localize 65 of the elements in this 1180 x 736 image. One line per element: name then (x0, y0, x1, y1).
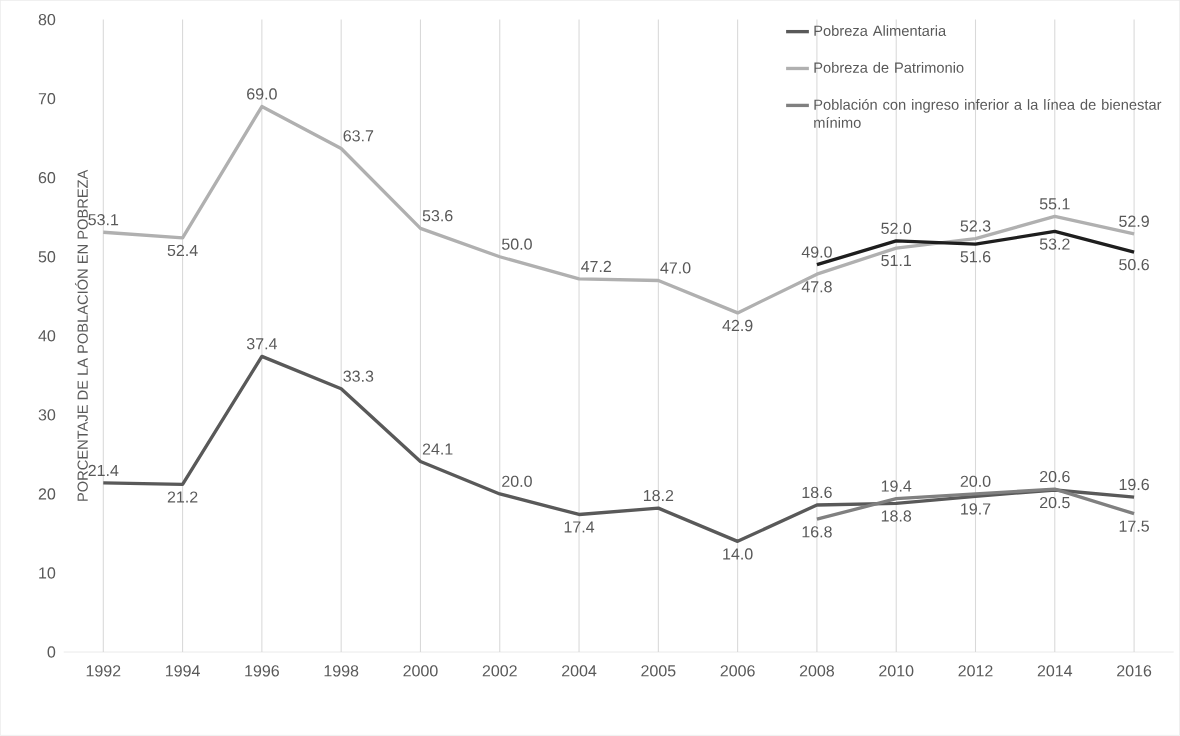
data-label: 17.4 (564, 521, 595, 533)
data-label: 33.3 (343, 370, 374, 382)
data-label: 69.0 (247, 88, 277, 100)
data-label: 19.7 (961, 503, 991, 515)
data-label: 52.0 (881, 222, 912, 235)
data-label: 20.6 (1040, 471, 1070, 483)
x-tick-label: 2016 (1117, 665, 1152, 677)
y-tick-label: 20 (38, 488, 56, 500)
data-label: 17.5 (1119, 520, 1149, 532)
data-label: 16.8 (802, 526, 832, 538)
data-label: 37.4 (246, 338, 277, 350)
data-label: 50.0 (502, 238, 532, 250)
legend-label: Población con ingreso inferior a la línea de bienestar mínimo (814, 99, 1162, 129)
x-tick-label: 2012 (958, 665, 993, 677)
x-tick-label: 2006 (720, 665, 755, 677)
y-tick-label: 10 (39, 567, 56, 579)
data-label: 19.4 (881, 480, 912, 492)
data-label: 52.9 (1119, 215, 1149, 228)
x-tick-label: 2002 (482, 665, 517, 677)
x-tick-label: 2000 (403, 665, 438, 677)
data-label: 20.0 (960, 475, 991, 488)
data-label: 20.5 (1040, 497, 1070, 509)
data-label: 19.6 (1119, 478, 1149, 491)
y-axis-title: PORCENTAJE DE LA POBLACIÓN EN POBREZA (74, 169, 88, 501)
x-tick-label: 2004 (562, 665, 597, 677)
data-label: 14.0 (723, 548, 753, 560)
data-label: 18.2 (643, 490, 674, 502)
data-label: 50.6 (1119, 259, 1149, 271)
y-tick-label: 50 (38, 251, 56, 263)
data-label: 47.0 (660, 262, 691, 274)
data-label: 52.4 (167, 244, 198, 257)
y-tick-label: 60 (38, 172, 56, 184)
y-tick-label: 0 (47, 646, 56, 658)
data-label: 53.2 (1039, 238, 1070, 250)
data-label: 24.1 (422, 443, 453, 455)
x-tick-label: 1992 (86, 665, 121, 677)
data-label: 21.2 (167, 491, 198, 503)
data-label: 18.8 (881, 510, 912, 522)
legend-label: Pobreza de Patrimonio (814, 62, 964, 73)
x-tick-label: 2010 (879, 665, 914, 677)
x-tick-label: 1994 (165, 665, 200, 677)
y-tick-label: 40 (38, 330, 56, 342)
data-label: 63.7 (343, 130, 374, 142)
y-tick-label: 70 (38, 93, 56, 105)
data-label: 51.1 (881, 255, 911, 267)
data-label: 51.6 (960, 251, 991, 263)
y-tick-label: 80 (38, 14, 56, 26)
data-label: 21.4 (88, 464, 119, 477)
data-label: 18.6 (802, 486, 832, 499)
x-tick-label: 1998 (324, 665, 359, 677)
data-label: 55.1 (1039, 198, 1070, 210)
data-label: 47.2 (581, 260, 611, 273)
y-tick-label: 30 (38, 409, 56, 421)
data-label: 42.9 (722, 319, 753, 332)
data-label: 53.1 (88, 214, 119, 226)
x-tick-label: 2014 (1037, 665, 1073, 677)
data-label: 20.0 (502, 475, 532, 488)
x-tick-label: 2008 (799, 665, 835, 677)
data-label: 52.3 (960, 220, 991, 232)
legend-label: Pobreza Alimentaria (814, 25, 947, 37)
x-tick-label: 2005 (641, 665, 676, 677)
data-label: 49.0 (801, 246, 832, 258)
data-label: 47.8 (801, 281, 832, 293)
x-tick-label: 1996 (245, 665, 279, 677)
data-label: 53.6 (422, 210, 453, 222)
